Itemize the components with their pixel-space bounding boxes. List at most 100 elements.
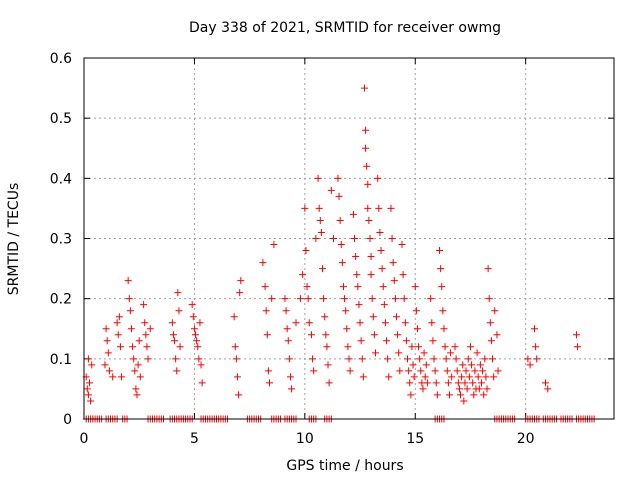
data-point [285,355,293,363]
data-point [327,186,335,194]
data-point [197,361,205,369]
data-point [316,216,324,224]
data-point [491,307,499,315]
data-point [486,319,494,327]
data-point [195,355,203,363]
data-point [531,325,538,333]
data-point [83,385,91,393]
data-point [232,355,240,363]
data-point [84,355,92,363]
data-point [396,367,404,375]
data-point [135,337,143,345]
data-point [429,337,437,345]
data-point [310,367,318,375]
data-points [82,84,598,423]
data-point [493,331,501,339]
data-point [358,355,366,363]
data-point [343,325,351,333]
data-point [391,295,399,303]
data-point [489,355,497,363]
data-point [377,247,385,255]
data-point [131,367,139,375]
data-point [417,367,425,375]
data-point [526,361,534,369]
data-point [268,295,276,303]
data-point [136,373,144,381]
data-point [101,361,109,369]
data-point [480,391,488,399]
data-point [86,379,94,387]
data-point [103,337,111,345]
data-point [481,355,489,363]
data-point [430,355,438,363]
data-point [114,331,122,339]
data-point [132,385,140,393]
data-point [438,283,446,291]
data-point [441,343,449,351]
data-point [460,397,468,405]
y-tick-label: 0.4 [50,171,72,187]
data-point [337,241,345,249]
data-point [349,210,357,218]
data-point [342,307,350,315]
data-point [453,367,461,375]
data-point [336,216,344,224]
data-point [422,361,430,369]
x-tick-label: 0 [80,431,89,447]
data-point [475,385,483,393]
data-point [385,373,393,381]
data-point [296,295,304,303]
data-point [400,295,408,303]
data-point [352,253,360,261]
data-point [464,355,472,363]
data-point [194,343,202,351]
data-point [379,283,387,291]
data-point [483,385,491,393]
data-point [490,373,498,381]
data-point [465,373,473,381]
data-point [542,379,550,387]
data-point [118,373,126,381]
data-point [104,349,112,357]
data-point [455,385,463,393]
data-point [459,361,467,369]
data-point [353,271,361,279]
data-point [362,126,370,134]
data-point [175,307,183,315]
data-point [142,331,150,339]
data-point [394,331,402,339]
data-point [463,385,471,393]
data-point [346,367,354,375]
data-point [408,343,416,351]
y-axis-label: SRMTID / TECUs [6,183,22,296]
data-point [171,337,179,345]
data-point [84,391,92,399]
data-point [398,241,406,249]
data-point [383,337,391,345]
data-point [133,391,141,399]
data-point [286,373,294,381]
data-point [134,361,142,369]
data-point [338,259,346,267]
data-point [471,367,479,375]
data-point [366,235,374,242]
data-point [314,174,322,182]
data-point [230,313,238,321]
data-point [105,367,113,375]
data-point [447,349,455,357]
data-point [420,349,428,357]
data-point [193,337,201,345]
data-point [262,307,270,315]
data-point [364,180,372,188]
data-point [169,331,177,339]
data-point [458,373,466,381]
data-point [266,379,273,387]
data-point [365,216,373,224]
data-point [190,325,198,333]
data-point [436,247,444,255]
data-point [146,325,154,333]
data-point [413,325,421,333]
data-point [433,391,441,399]
data-point [317,228,325,236]
